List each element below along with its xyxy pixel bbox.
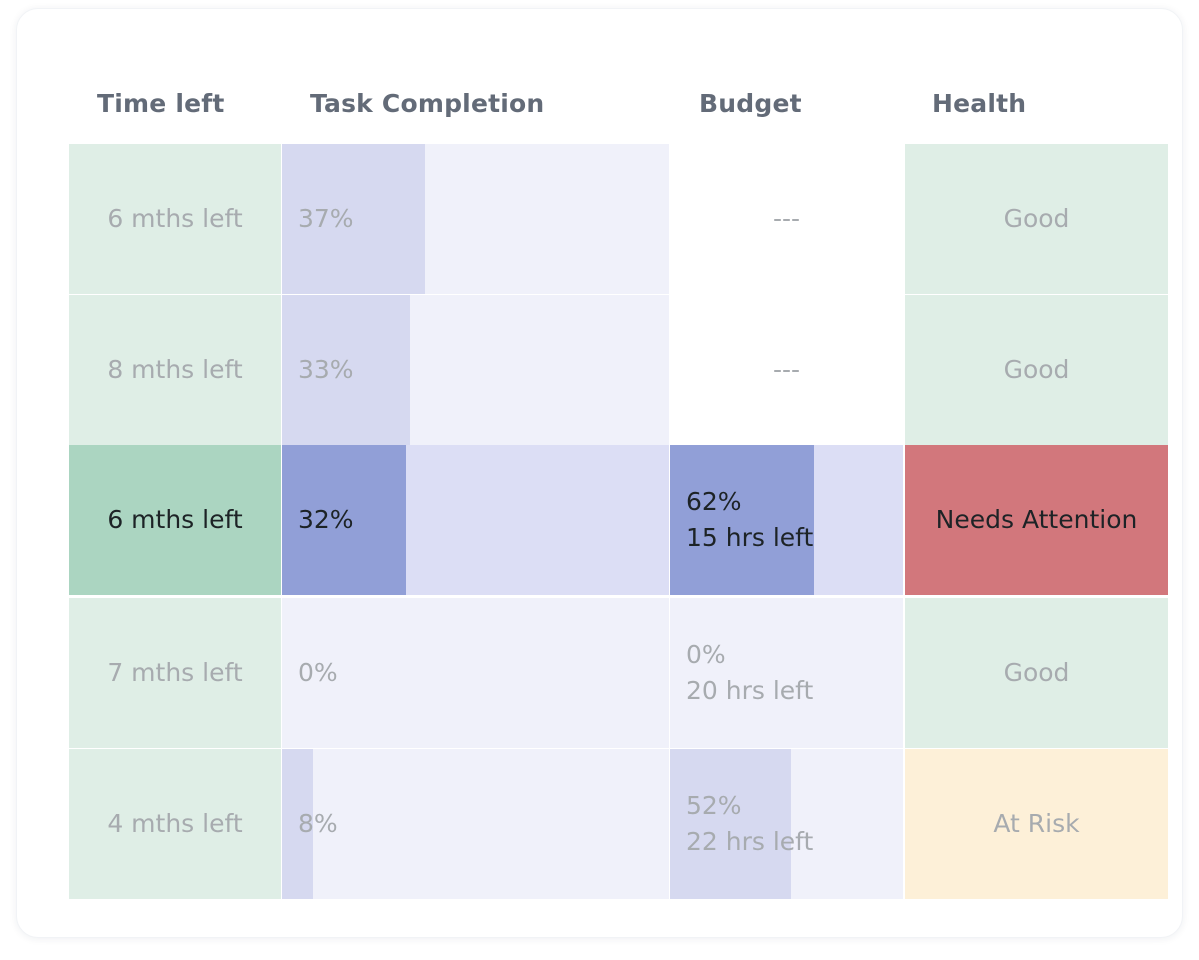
time-left-cell[interactable]: 8 mths left: [69, 295, 281, 445]
health-status-badge: Good: [1003, 204, 1070, 233]
budget-value: 62% 15 hrs left: [686, 484, 813, 556]
column-header-budget[interactable]: Budget: [699, 89, 802, 118]
time-left-cell[interactable]: 4 mths left: [69, 749, 281, 899]
task-completion-cell[interactable]: 0%: [282, 598, 669, 748]
health-status-badge: Needs Attention: [935, 505, 1138, 534]
task-completion-cell[interactable]: 37%: [282, 144, 669, 294]
task-completion-value: 0%: [298, 658, 338, 687]
health-status-badge: At Risk: [993, 809, 1080, 838]
budget-hours-left: 15 hrs left: [686, 523, 814, 552]
budget-value: 0% 20 hrs left: [686, 637, 813, 709]
health-status-cell[interactable]: Good: [905, 295, 1168, 445]
time-left-value: 8 mths left: [107, 355, 243, 384]
task-completion-value: 8%: [298, 809, 338, 838]
budget-empty-value: ---: [772, 204, 801, 233]
task-completion-bar: [282, 749, 313, 899]
budget-empty-value: ---: [772, 355, 801, 384]
task-completion-cell[interactable]: 33%: [282, 295, 669, 445]
task-completion-bar: [282, 295, 410, 445]
budget-hours-left: 20 hrs left: [686, 676, 814, 705]
budget-hours-left: 22 hrs left: [686, 827, 814, 856]
time-left-value: 6 mths left: [107, 204, 243, 233]
project-table-card: Time left Task Completion Budget Health …: [16, 8, 1183, 938]
task-completion-cell[interactable]: 8%: [282, 749, 669, 899]
time-left-value: 7 mths left: [107, 658, 243, 687]
budget-cell[interactable]: ---: [670, 144, 903, 294]
health-status-cell[interactable]: Good: [905, 144, 1168, 294]
time-left-cell[interactable]: 6 mths left: [69, 445, 281, 595]
task-completion-value: 32%: [298, 505, 354, 534]
budget-cell[interactable]: 52% 22 hrs left: [670, 749, 903, 899]
task-completion-cell[interactable]: 32%: [282, 445, 669, 595]
budget-bar: [670, 749, 791, 899]
column-header-time-left[interactable]: Time left: [97, 89, 225, 118]
task-completion-bar: [282, 144, 425, 294]
project-table-body: 6 mths left 37% --- Good 8 mths left 33% --- Go…: [69, 144, 1168, 899]
budget-cell[interactable]: 62% 15 hrs left: [670, 445, 903, 595]
time-left-cell[interactable]: 6 mths left: [69, 144, 281, 294]
column-header-health[interactable]: Health: [932, 89, 1027, 118]
time-left-cell[interactable]: 7 mths left: [69, 598, 281, 748]
budget-cell[interactable]: ---: [670, 295, 903, 445]
budget-bar: [670, 445, 814, 595]
health-status-badge: Good: [1003, 658, 1070, 687]
health-status-cell[interactable]: At Risk: [905, 749, 1168, 899]
health-status-badge: Good: [1003, 355, 1070, 384]
time-left-value: 4 mths left: [107, 809, 243, 838]
budget-percent: 62%: [686, 487, 742, 516]
task-completion-bar: [282, 445, 406, 595]
budget-value: 52% 22 hrs left: [686, 788, 813, 860]
column-header-task-completion[interactable]: Task Completion: [310, 89, 545, 118]
health-status-cell[interactable]: Good: [905, 598, 1168, 748]
health-status-cell[interactable]: Needs Attention: [905, 445, 1168, 595]
time-left-value: 6 mths left: [107, 505, 243, 534]
task-completion-value: 33%: [298, 355, 354, 384]
budget-cell[interactable]: 0% 20 hrs left: [670, 598, 903, 748]
budget-percent: 0%: [686, 640, 726, 669]
task-completion-value: 37%: [298, 204, 354, 233]
budget-percent: 52%: [686, 791, 742, 820]
